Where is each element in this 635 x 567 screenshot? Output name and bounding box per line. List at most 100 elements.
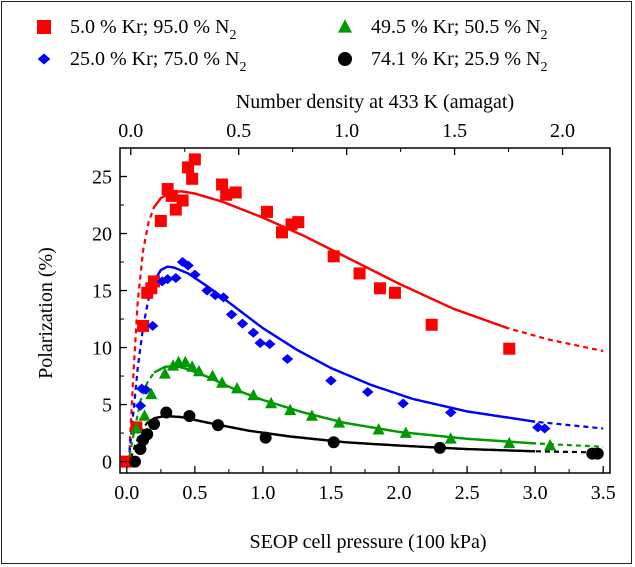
- data-point: [591, 447, 604, 460]
- legend-label: 25.0 % Kr; 75.0 % N2: [70, 48, 246, 75]
- data-point: [333, 416, 346, 428]
- data-point: [130, 421, 143, 434]
- data-point: [217, 292, 230, 303]
- data-point: [433, 441, 446, 454]
- x-tick-label: 1.0: [250, 482, 275, 504]
- legend: 5.0 % Kr; 95.0 % N2 25.0 % Kr; 75.0 % N2 4…: [37, 16, 547, 75]
- data-point: [275, 226, 288, 239]
- data-point: [170, 273, 182, 283]
- legend-entry: 74.1 % Kr; 25.9 % N2: [338, 48, 547, 75]
- data-point: [148, 275, 161, 288]
- data-point: [134, 443, 147, 456]
- y-tick-label: 5: [102, 395, 112, 417]
- x-tick-label: 2.0: [387, 482, 412, 504]
- data-point: [206, 369, 219, 381]
- data-point: [182, 260, 194, 271]
- data-point: [397, 398, 409, 409]
- y-axis-label: Polarization (%): [35, 247, 57, 379]
- y-tick-label: 15: [92, 281, 112, 303]
- data-point: [225, 309, 238, 320]
- data-markers: [120, 153, 604, 468]
- data-point: [338, 19, 352, 33]
- data-point: [388, 286, 401, 299]
- data-point: [425, 318, 438, 331]
- data-point: [247, 388, 260, 401]
- top-axis-label: Number density at 433 K (amagat): [236, 91, 514, 113]
- data-point: [353, 267, 366, 280]
- data-point: [327, 436, 340, 449]
- data-point: [188, 153, 201, 166]
- data-point: [158, 367, 171, 379]
- data-point: [503, 342, 516, 355]
- data-point: [284, 403, 297, 416]
- x2-tick-label: 0.0: [118, 120, 143, 142]
- data-point: [281, 353, 294, 364]
- data-point: [538, 423, 551, 434]
- data-point: [236, 318, 249, 329]
- y-tick-label: 20: [92, 224, 112, 246]
- fit-curve-solid: [152, 265, 536, 423]
- x-tick-label: 3.5: [591, 482, 616, 504]
- data-point: [216, 376, 229, 388]
- fit-curve-dashed: [128, 190, 604, 451]
- fit-curves: [128, 190, 604, 459]
- data-point: [247, 327, 260, 338]
- x-tick-label: 2.5: [455, 482, 480, 504]
- legend-label: 74.1 % Kr; 25.9 % N2: [371, 48, 547, 75]
- data-point: [189, 269, 201, 280]
- data-point: [231, 382, 244, 394]
- data-point: [263, 339, 276, 350]
- legend-entry: 5.0 % Kr; 95.0 % N2: [37, 16, 236, 43]
- data-point: [399, 426, 412, 438]
- data-point: [201, 285, 213, 296]
- data-point: [212, 419, 224, 432]
- data-point: [165, 189, 178, 202]
- legend-entry: 25.0 % Kr; 75.0 % N2: [37, 48, 246, 75]
- x-axis-label: SEOP cell pressure (100 kPa): [250, 531, 487, 553]
- x2-tick-label: 2.0: [550, 120, 575, 142]
- data-point: [134, 400, 147, 411]
- y-tick-label: 25: [92, 167, 112, 189]
- data-point: [254, 338, 266, 348]
- data-point: [373, 282, 386, 295]
- data-point: [167, 359, 180, 371]
- x-tick-label: 3.0: [523, 482, 548, 504]
- data-point: [183, 409, 196, 422]
- x-tick-label: 1.5: [318, 482, 343, 504]
- y-tick-label: 10: [92, 338, 112, 360]
- legend-label: 49.5 % Kr; 50.5 % N2: [371, 16, 547, 43]
- data-point: [141, 428, 154, 441]
- data-point: [444, 432, 457, 444]
- data-point: [186, 172, 199, 185]
- fit-curve-dashed: [128, 265, 604, 453]
- data-point: [445, 407, 457, 418]
- legend-entry: 49.5 % Kr; 50.5 % N2: [338, 16, 547, 43]
- data-point: [544, 439, 557, 451]
- data-point: [325, 375, 337, 386]
- data-point: [160, 406, 173, 419]
- data-point: [176, 194, 189, 207]
- data-point: [148, 417, 161, 430]
- data-point: [372, 423, 385, 435]
- data-point: [361, 387, 374, 398]
- data-point: [338, 52, 352, 66]
- x-tick-label: 0.0: [114, 482, 139, 504]
- data-point: [265, 396, 278, 409]
- data-point: [192, 364, 205, 377]
- data-point: [161, 274, 174, 285]
- x2-tick-label: 0.5: [226, 120, 251, 142]
- y-axis-ticks: 0 5 10 15 20 25: [92, 167, 127, 474]
- data-point: [259, 431, 272, 444]
- data-point: [128, 455, 141, 468]
- data-point: [145, 387, 158, 400]
- data-point: [140, 384, 152, 395]
- x2-tick-label: 1.0: [334, 120, 359, 142]
- data-point: [137, 319, 150, 332]
- data-point: [327, 250, 340, 263]
- data-point: [229, 186, 242, 199]
- data-point: [146, 320, 159, 331]
- x2-tick-label: 1.5: [442, 120, 467, 142]
- y-tick-label: 0: [102, 452, 112, 474]
